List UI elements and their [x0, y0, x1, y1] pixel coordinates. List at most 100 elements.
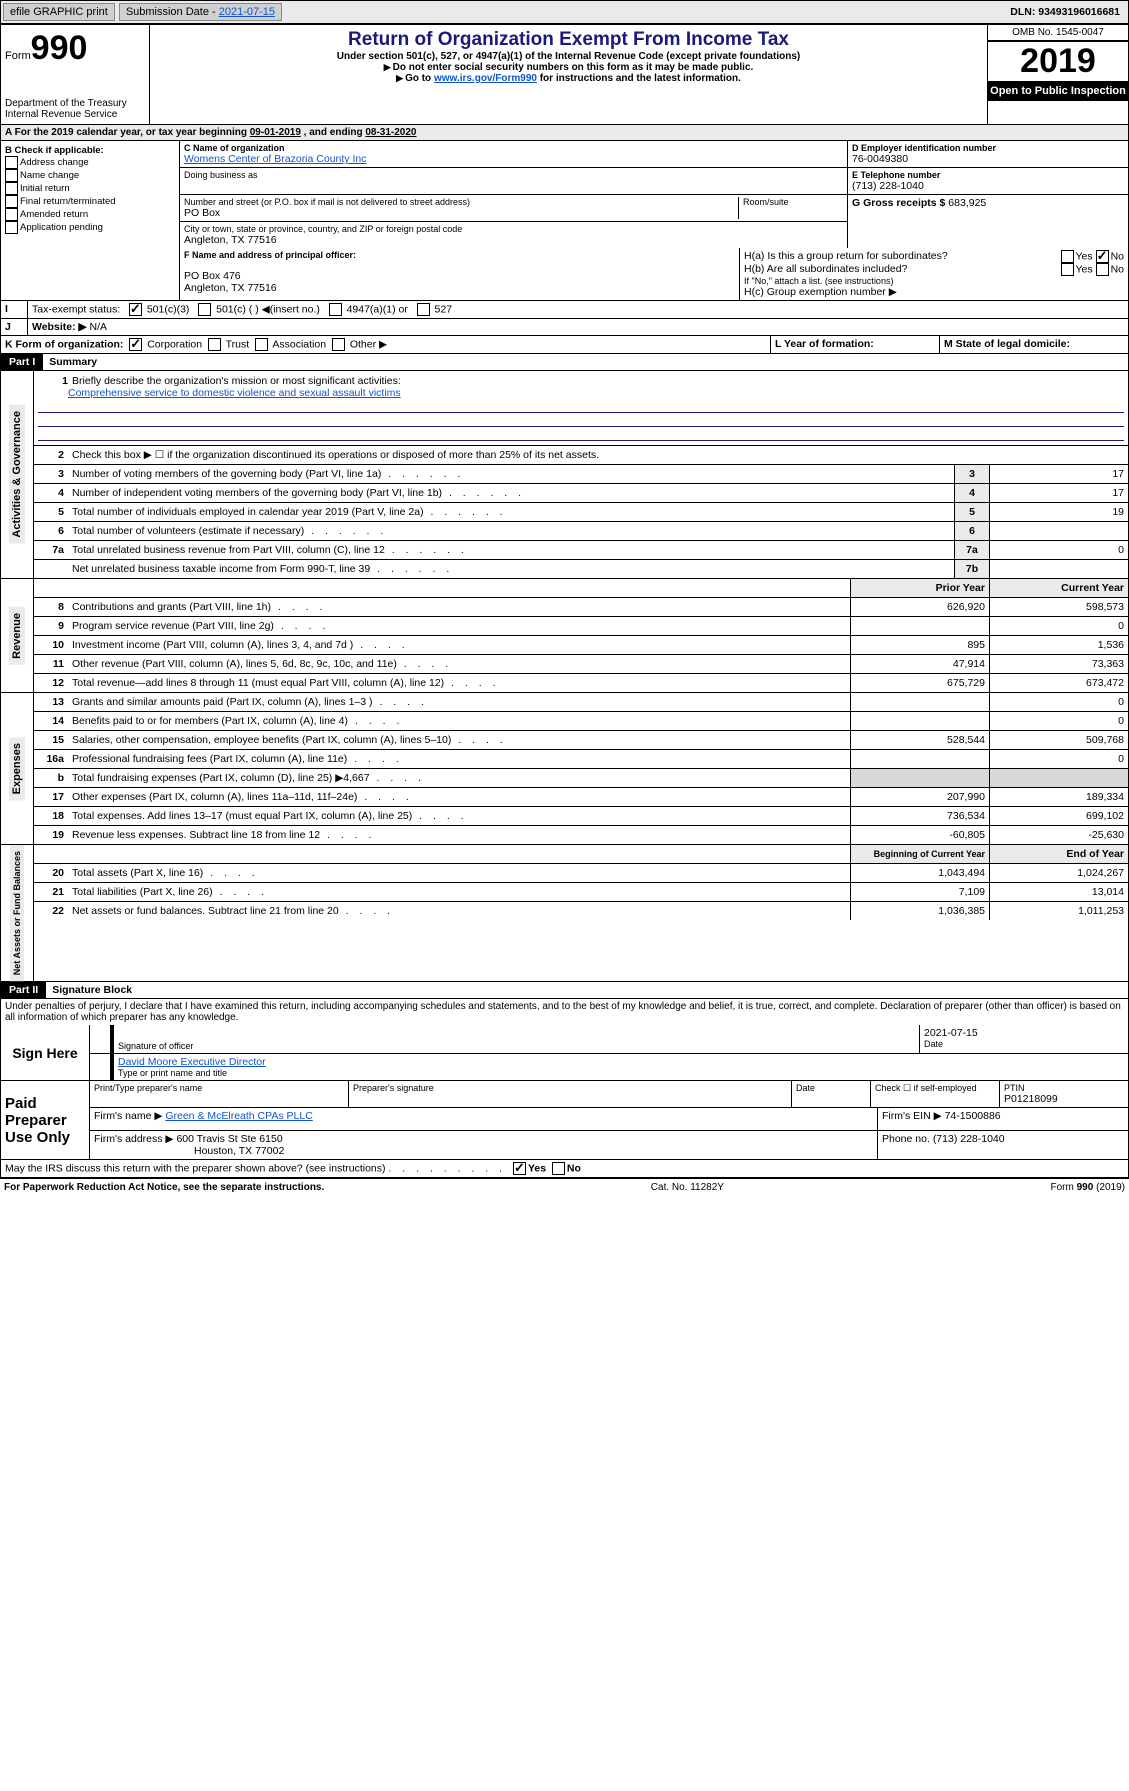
b-o4-label: Final return/terminated: [20, 196, 116, 207]
i-chk2[interactable]: [198, 303, 211, 316]
fh-row: F Name and address of principal officer:…: [0, 248, 1129, 301]
footer-center: Cat. No. 11282Y: [651, 1182, 724, 1193]
line-current: 509,768: [989, 731, 1128, 749]
footer-left: For Paperwork Reduction Act Notice, see …: [4, 1182, 324, 1193]
table-row: 10 Investment income (Part VIII, column …: [34, 636, 1128, 655]
col-py: Prior Year: [850, 579, 989, 597]
line-prior: -60,805: [850, 826, 989, 844]
ag-vcol: Activities & Governance: [1, 371, 34, 578]
ha-yes: Yes: [1076, 250, 1093, 262]
org-name[interactable]: Womens Center of Brazoria County Inc: [184, 153, 843, 165]
k-chk4[interactable]: [332, 338, 345, 351]
period-label: A For the 2019 calendar year, or tax yea…: [5, 127, 250, 138]
sig-line2: David Moore Executive Director Type or p…: [90, 1054, 1128, 1080]
line-prior: 1,043,494: [850, 864, 989, 882]
k-lbl: K Form of organization:: [5, 338, 123, 350]
line-prior: [850, 750, 989, 768]
line-text: Total unrelated business revenue from Pa…: [68, 543, 954, 557]
line-val: [989, 560, 1128, 578]
line-current: 0: [989, 712, 1128, 730]
sig-date-val: 2021-07-15: [924, 1027, 1124, 1039]
line-text: Total number of volunteers (estimate if …: [68, 524, 954, 538]
ein-lbl: D Employer identification number: [852, 143, 1124, 153]
table-row: 22 Net assets or fund balances. Subtract…: [34, 902, 1128, 920]
b-o2-label: Name change: [20, 170, 79, 181]
f-spacer: [1, 248, 180, 300]
part2-decl: Under penalties of perjury, I declare th…: [0, 999, 1129, 1025]
i-o4: 527: [435, 303, 453, 315]
b-opt1[interactable]: Address change: [5, 156, 175, 169]
open-public: Open to Public Inspection: [988, 81, 1128, 101]
line-num: b: [34, 772, 68, 784]
header-right: OMB No. 1545-0047 2019 Open to Public In…: [987, 25, 1128, 124]
part2-hdr: Part II: [1, 982, 46, 998]
form-header: Form990 Department of the Treasury Inter…: [0, 24, 1129, 125]
discuss-no-chk[interactable]: [552, 1162, 565, 1175]
k-o2: Trust: [226, 338, 250, 350]
dln-label: DLN:: [1010, 6, 1038, 18]
k-chk3[interactable]: [255, 338, 268, 351]
b-opt5[interactable]: Amended return: [5, 208, 175, 221]
firm-val[interactable]: Green & McElreath CPAs PLLC: [165, 1110, 312, 1122]
page-footer: For Paperwork Reduction Act Notice, see …: [0, 1178, 1129, 1196]
firm-addr-lbl: Firm's address ▶: [94, 1133, 174, 1145]
line-num: 13: [34, 696, 68, 708]
sub3-pre: Go to: [405, 73, 434, 84]
line-text: Other expenses (Part IX, column (A), lin…: [68, 790, 850, 804]
line-text: Grants and similar amounts paid (Part IX…: [68, 695, 850, 709]
line-num: 9: [34, 620, 68, 632]
paid-line3: Firm's address ▶ 600 Travis St Ste 6150 …: [90, 1131, 1128, 1159]
b-opt6[interactable]: Application pending: [5, 221, 175, 234]
k-chk2[interactable]: [208, 338, 221, 351]
part1-title: Summary: [43, 354, 103, 370]
ha-lbl: H(a) Is this a group return for subordin…: [744, 250, 948, 263]
table-row: 5 Total number of individuals employed i…: [34, 503, 1128, 522]
submission-btn[interactable]: Submission Date - 2021-07-15: [119, 3, 282, 21]
dba-lbl: Doing business as: [184, 170, 843, 180]
org-name-row: C Name of organization Womens Center of …: [180, 141, 847, 168]
sign-block: Sign Here Signature of officer 2021-07-1…: [0, 1025, 1129, 1081]
sig-name-val[interactable]: David Moore Executive Director: [118, 1056, 1124, 1068]
i-chk1[interactable]: [129, 303, 142, 316]
col-cy: Current Year: [989, 579, 1128, 597]
exp-vcol: Expenses: [1, 693, 34, 844]
rev-vert: Revenue: [9, 607, 25, 665]
discuss-row: May the IRS discuss this return with the…: [0, 1160, 1129, 1178]
ptin-val: P01218099: [1004, 1093, 1124, 1105]
l1-val[interactable]: Comprehensive service to domestic violen…: [68, 387, 401, 399]
line-text: Total assets (Part X, line 16) . . . .: [68, 866, 850, 880]
b-opt4[interactable]: Final return/terminated: [5, 195, 175, 208]
sub-date[interactable]: 2021-07-15: [219, 6, 275, 18]
net-vert: Net Assets or Fund Balances: [10, 845, 24, 981]
period-end: 08-31-2020: [365, 127, 416, 138]
table-row: 3 Number of voting members of the govern…: [34, 465, 1128, 484]
sig-name: David Moore Executive Director Type or p…: [114, 1054, 1128, 1080]
i-chk4[interactable]: [417, 303, 430, 316]
org-name-lbl: C Name of organization: [184, 143, 843, 153]
b-o3-label: Initial return: [20, 183, 70, 194]
hb-opts: Yes No: [1061, 263, 1125, 276]
discuss-yes-chk[interactable]: [513, 1162, 526, 1175]
line-prior: [850, 617, 989, 635]
firm-addr1: 600 Travis St Ste 6150: [176, 1133, 282, 1145]
line-num: 6: [34, 525, 68, 537]
part1-hdr: Part I: [1, 354, 43, 370]
irs-link[interactable]: www.irs.gov/Form990: [434, 73, 537, 84]
m-content: M State of legal domicile:: [940, 336, 1128, 353]
line-num: 21: [34, 886, 68, 898]
sign-right: Signature of officer 2021-07-15 Date Dav…: [90, 1025, 1128, 1080]
k-chk1[interactable]: [129, 338, 142, 351]
gross-row: G Gross receipts $ 683,925: [848, 195, 1128, 221]
gross-lbl: G Gross receipts $: [852, 197, 948, 209]
line-text: Other revenue (Part VIII, column (A), li…: [68, 657, 850, 671]
line-current: 0: [989, 750, 1128, 768]
f-l2: Angleton, TX 77516: [184, 282, 735, 294]
i-chk3[interactable]: [329, 303, 342, 316]
table-row: b Total fundraising expenses (Part IX, c…: [34, 769, 1128, 788]
line-current: 699,102: [989, 807, 1128, 825]
sub3-post: for instructions and the latest informat…: [537, 73, 741, 84]
b-opt2[interactable]: Name change: [5, 169, 175, 182]
hb-yes: Yes: [1076, 263, 1093, 275]
efile-btn[interactable]: efile GRAPHIC print: [3, 3, 115, 21]
b-opt3[interactable]: Initial return: [5, 182, 175, 195]
